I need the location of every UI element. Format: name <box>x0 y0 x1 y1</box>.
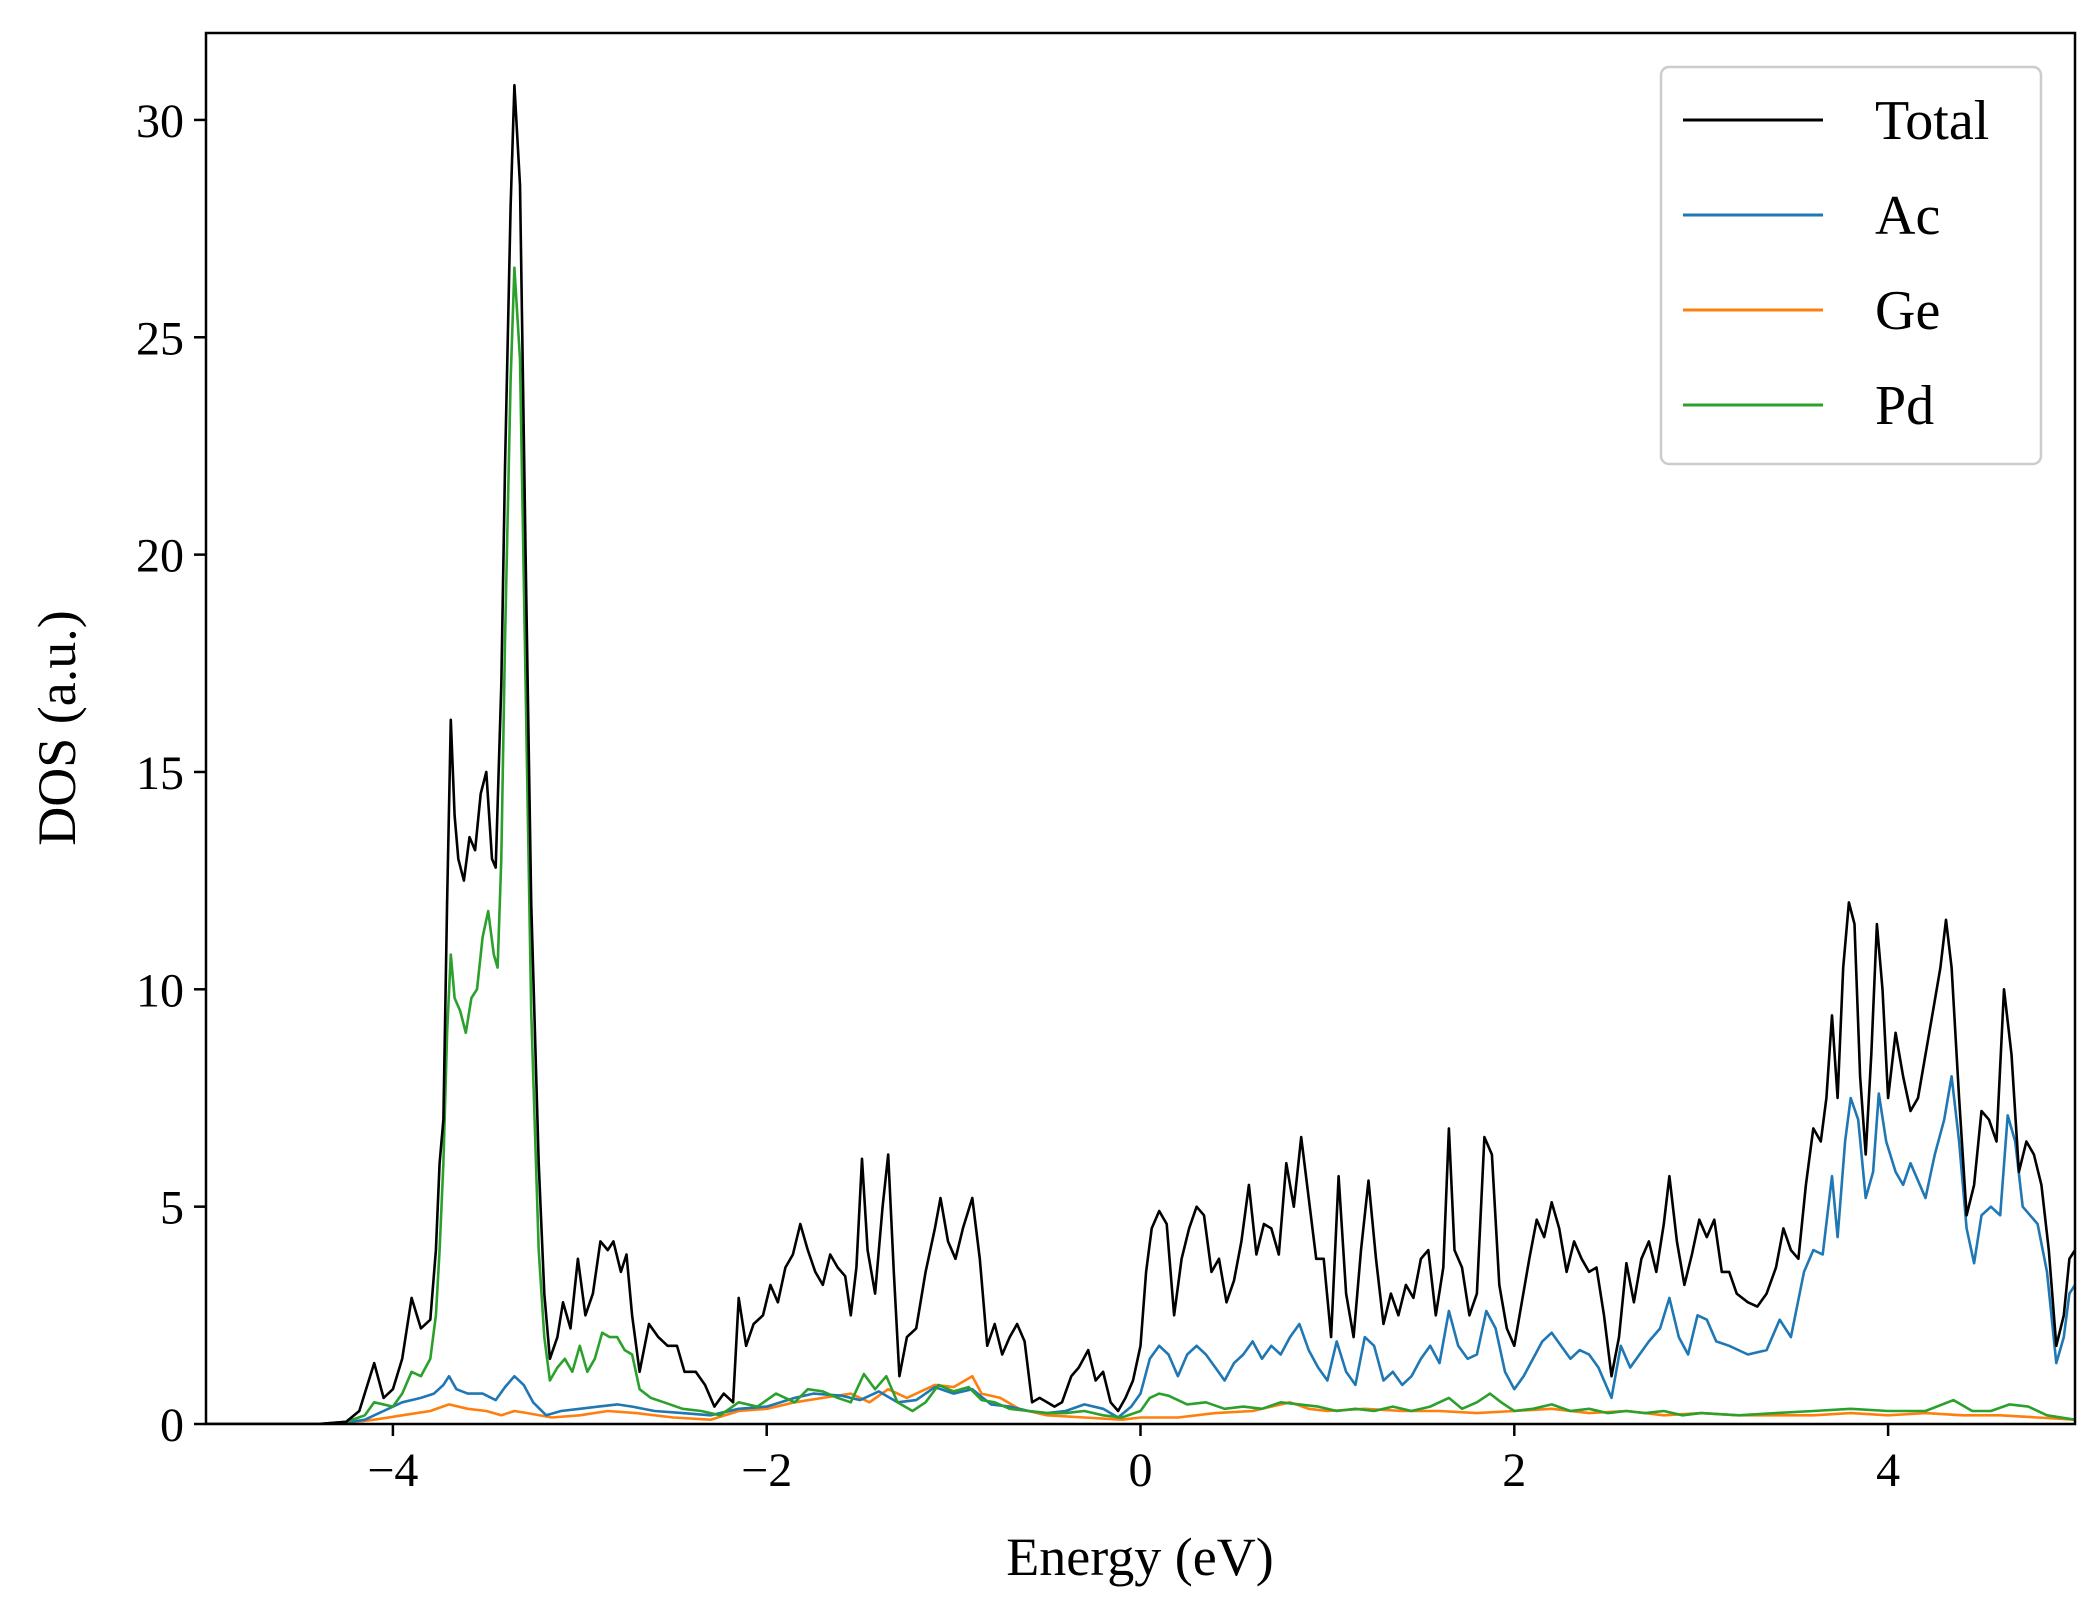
x-tick-label: 4 <box>1876 1444 1900 1497</box>
y-tick-label: 20 <box>136 530 184 583</box>
y-tick-label: 30 <box>136 95 184 148</box>
series-line-total <box>206 83 2075 1424</box>
x-tick-label: 0 <box>1129 1444 1153 1497</box>
x-tick-label: −4 <box>367 1444 418 1497</box>
y-tick-label: 0 <box>160 1399 184 1452</box>
x-tick-label: 2 <box>1502 1444 1526 1497</box>
ticks-layer: −4 −2 0 2 4 0 5 10 15 20 25 30 <box>136 95 1900 1497</box>
series-line-ac <box>206 1075 2075 1424</box>
x-axis-label: Energy (eV) <box>1006 1527 1273 1587</box>
legend: Total Ac Ge Pd <box>1659 65 2043 466</box>
legend-box <box>1659 65 2043 466</box>
legend-label-pd: Pd <box>1875 375 1934 437</box>
y-tick-label: 15 <box>136 747 184 800</box>
y-axis-label: DOS (a.u.) <box>27 610 87 845</box>
legend-label-total: Total <box>1875 90 1989 152</box>
legend-label-ac: Ac <box>1875 185 1940 247</box>
x-tick-label: −2 <box>741 1444 792 1497</box>
series-layer <box>206 83 2075 1424</box>
y-tick-label: 5 <box>160 1182 184 1235</box>
series-line-pd <box>206 266 2075 1424</box>
legend-label-ge: Ge <box>1875 280 1940 342</box>
y-tick-label: 25 <box>136 312 184 365</box>
y-tick-label: 10 <box>136 964 184 1017</box>
